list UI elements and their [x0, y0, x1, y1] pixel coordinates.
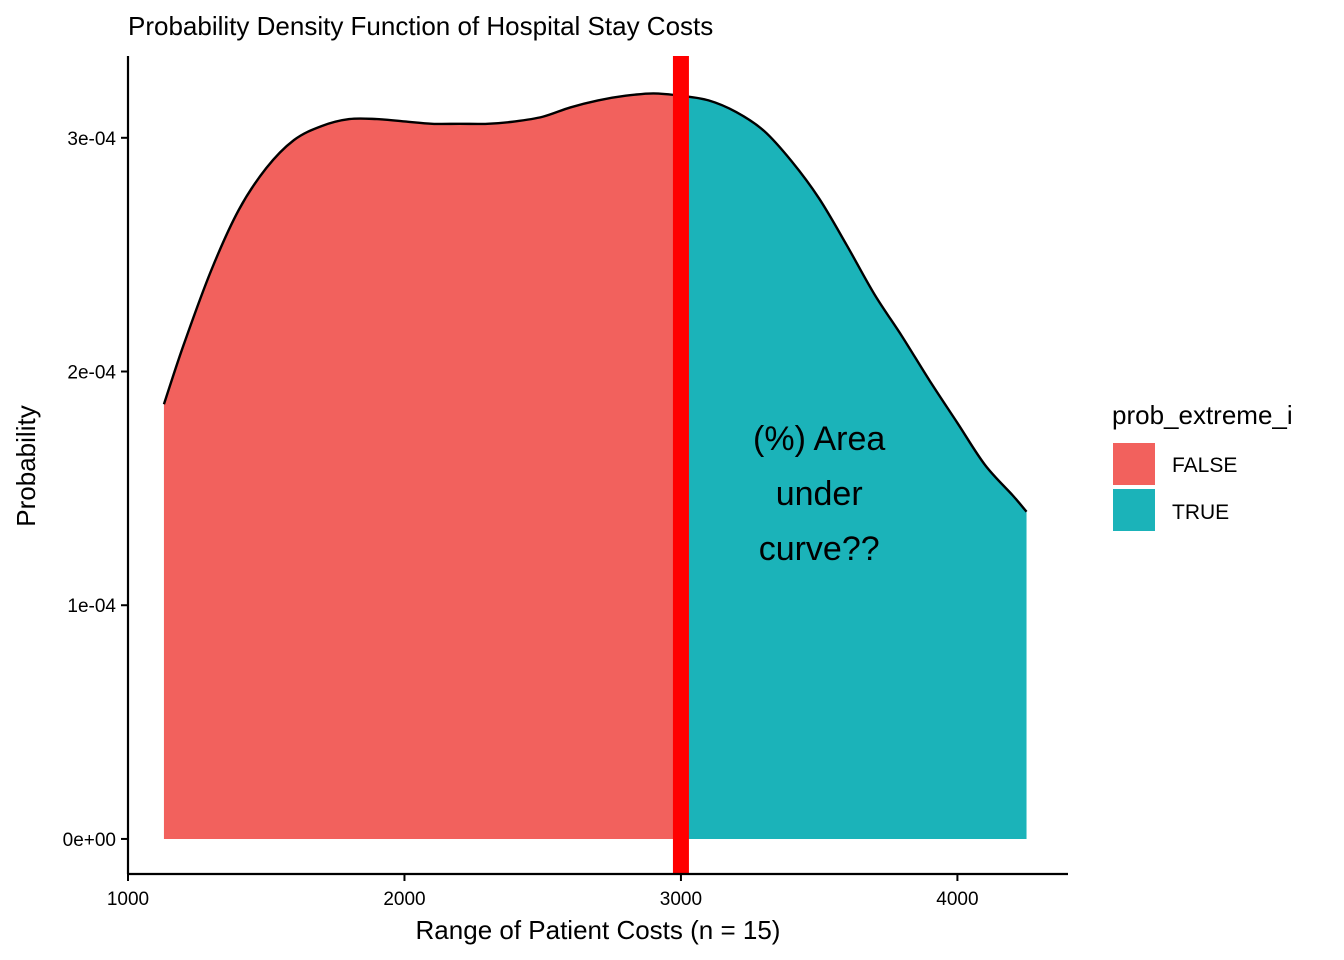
chart-title: Probability Density Function of Hospital… — [128, 11, 713, 41]
annotation-line: (%) Area — [753, 420, 885, 458]
x-tick-label: 4000 — [936, 889, 978, 910]
y-tick-label: 0e+00 — [63, 830, 116, 851]
x-axis-ticks: 1000 2000 3000 4000 — [107, 874, 979, 910]
annotation-line: under — [776, 475, 863, 513]
density-area-false — [163, 93, 681, 839]
x-tick-label: 3000 — [660, 889, 702, 910]
legend: prob_extreme_i FALSE TRUE — [1112, 400, 1293, 531]
plot-area — [162, 56, 1028, 874]
y-tick-label: 2e-04 — [67, 363, 116, 384]
y-axis-ticks: 0e+00 1e-04 2e-04 3e-04 — [63, 129, 128, 851]
area-annotation: (%) Area under curve?? — [753, 420, 885, 568]
density-area-true — [680, 95, 1027, 839]
legend-label-true: TRUE — [1172, 501, 1229, 524]
y-tick-label: 1e-04 — [67, 596, 116, 617]
x-axis-title: Range of Patient Costs (n = 15) — [416, 915, 781, 945]
legend-swatch-false — [1113, 443, 1155, 485]
y-tick-label: 3e-04 — [67, 129, 116, 150]
legend-label-false: FALSE — [1172, 454, 1237, 477]
density-curve-line — [162, 92, 1028, 513]
annotation-line: curve?? — [759, 530, 880, 568]
x-tick-label: 2000 — [383, 889, 425, 910]
legend-swatch-true — [1113, 489, 1155, 531]
y-axis-title: Probability — [11, 405, 41, 526]
x-tick-label: 1000 — [107, 889, 149, 910]
legend-title: prob_extreme_i — [1112, 400, 1293, 430]
